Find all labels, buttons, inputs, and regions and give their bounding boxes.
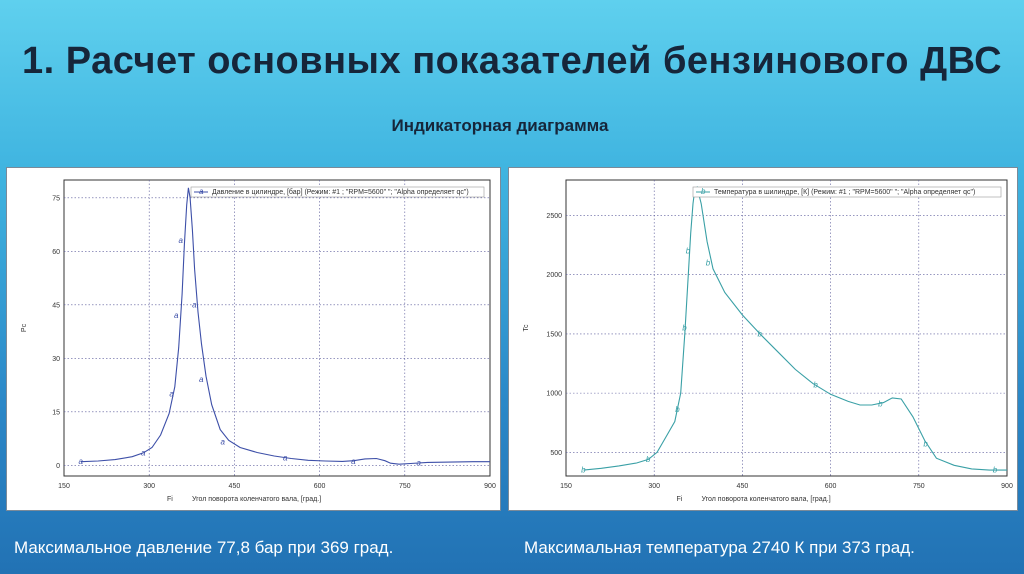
x-tick-label: 450 — [229, 483, 241, 490]
pressure-series-marker: a — [174, 311, 179, 320]
pressure-series-marker: a — [417, 459, 422, 468]
x-tick-label: 900 — [484, 483, 496, 490]
y-tick-label: 15 — [52, 409, 60, 416]
temperature-chart: 150 300 450 600 750 900 500 1000 1500 2000 2500 Tc F… — [523, 179, 1013, 503]
legend-marker: b — [701, 187, 706, 196]
temperature-series-marker: b — [682, 324, 687, 333]
x-tick-label: 300 — [648, 483, 660, 490]
y-axis-label: Pc — [21, 323, 28, 332]
legend-entry: Давление в цилиндре, [бар] (Режим: #1 ; … — [212, 188, 469, 196]
pressure-series-marker: a — [221, 438, 226, 447]
y-tick-label: 75 — [52, 195, 60, 202]
pressure-caption: Максимальное давление 77,8 бар при 369 г… — [14, 538, 394, 557]
y-tick-label: 45 — [52, 302, 60, 309]
pressure-series-line — [80, 187, 490, 465]
x-tick-label: 600 — [825, 483, 837, 490]
x-tick-label: 150 — [58, 483, 70, 490]
y-tick-label: 1500 — [546, 331, 562, 338]
pressure-series-marker: a — [141, 448, 146, 457]
temperature-series-marker: b — [686, 247, 691, 256]
x-axis-label: Угол поворота коленчатого вала, [град.] — [702, 496, 831, 503]
temperature-series-line — [583, 185, 1007, 471]
y-tick-label: 60 — [52, 249, 60, 256]
pressure-series-marker: a — [351, 457, 356, 466]
x-tick-label: 300 — [143, 483, 155, 490]
y-tick-label: 500 — [550, 450, 562, 457]
slide-subtitle: Индикаторная диаграмма — [391, 116, 609, 135]
x-axis-label: Угол поворота коленчатого вала, [град.] — [192, 496, 321, 503]
pressure-series-marker: a — [192, 300, 197, 309]
temperature-series-marker: b — [646, 455, 651, 464]
legend-box — [190, 186, 485, 198]
y-tick-label: 0 — [56, 463, 60, 470]
temperature-series-marker: b — [878, 399, 883, 408]
pressure-series-marker: a — [169, 389, 174, 398]
legend-box — [692, 186, 1002, 198]
x-axis-short-label: Fi — [167, 496, 173, 503]
pressure-series-marker: a — [179, 236, 184, 245]
temperature-caption: Максимальная температура 2740 К при 373 … — [524, 538, 915, 557]
temperature-series-marker: b — [923, 440, 928, 449]
legend-entry: Температура в шилиндре, [К] (Режим: #1 ;… — [714, 189, 975, 196]
x-tick-label: 900 — [1001, 483, 1013, 490]
temperature-chart-panel: 150 300 450 600 750 900 500 1000 1500 2000 2500 Tc F… — [508, 167, 1018, 511]
y-tick-label: 2500 — [546, 213, 562, 220]
temperature-series-marker: b — [675, 405, 680, 414]
x-axis-short-label: Fi — [677, 496, 683, 503]
y-tick-label: 30 — [52, 356, 60, 363]
pressure-chart: 150 300 450 600 750 900 0 15 30 45 60 75 Pc Fi Угол по… — [21, 179, 496, 503]
temperature-series-marker: b — [813, 380, 818, 389]
temperature-series-marker: b — [993, 466, 998, 475]
plot-frame — [565, 179, 1008, 477]
x-tick-label: 750 — [913, 483, 925, 490]
y-tick-label: 2000 — [546, 272, 562, 279]
pressure-series-marker: a — [283, 454, 288, 463]
slide-title: 1. Расчет основных показателей бензиново… — [22, 40, 1003, 82]
pressure-series-marker: a — [79, 457, 84, 466]
x-tick-label: 450 — [737, 483, 749, 490]
legend-marker: a — [199, 187, 204, 196]
y-axis-label: Tc — [523, 324, 530, 332]
x-tick-label: 750 — [399, 483, 411, 490]
x-tick-label: 150 — [560, 483, 572, 490]
pressure-chart-panel: 150 300 450 600 750 900 0 15 30 45 60 75 Pc Fi Угол по… — [6, 167, 501, 511]
plot-frame — [63, 179, 491, 477]
pressure-series-marker: a — [199, 375, 204, 384]
y-tick-label: 1000 — [546, 391, 562, 398]
temperature-series-marker: b — [758, 329, 763, 338]
x-tick-label: 600 — [314, 483, 326, 490]
temperature-series-marker: b — [581, 466, 586, 475]
temperature-series-marker: b — [706, 258, 711, 267]
